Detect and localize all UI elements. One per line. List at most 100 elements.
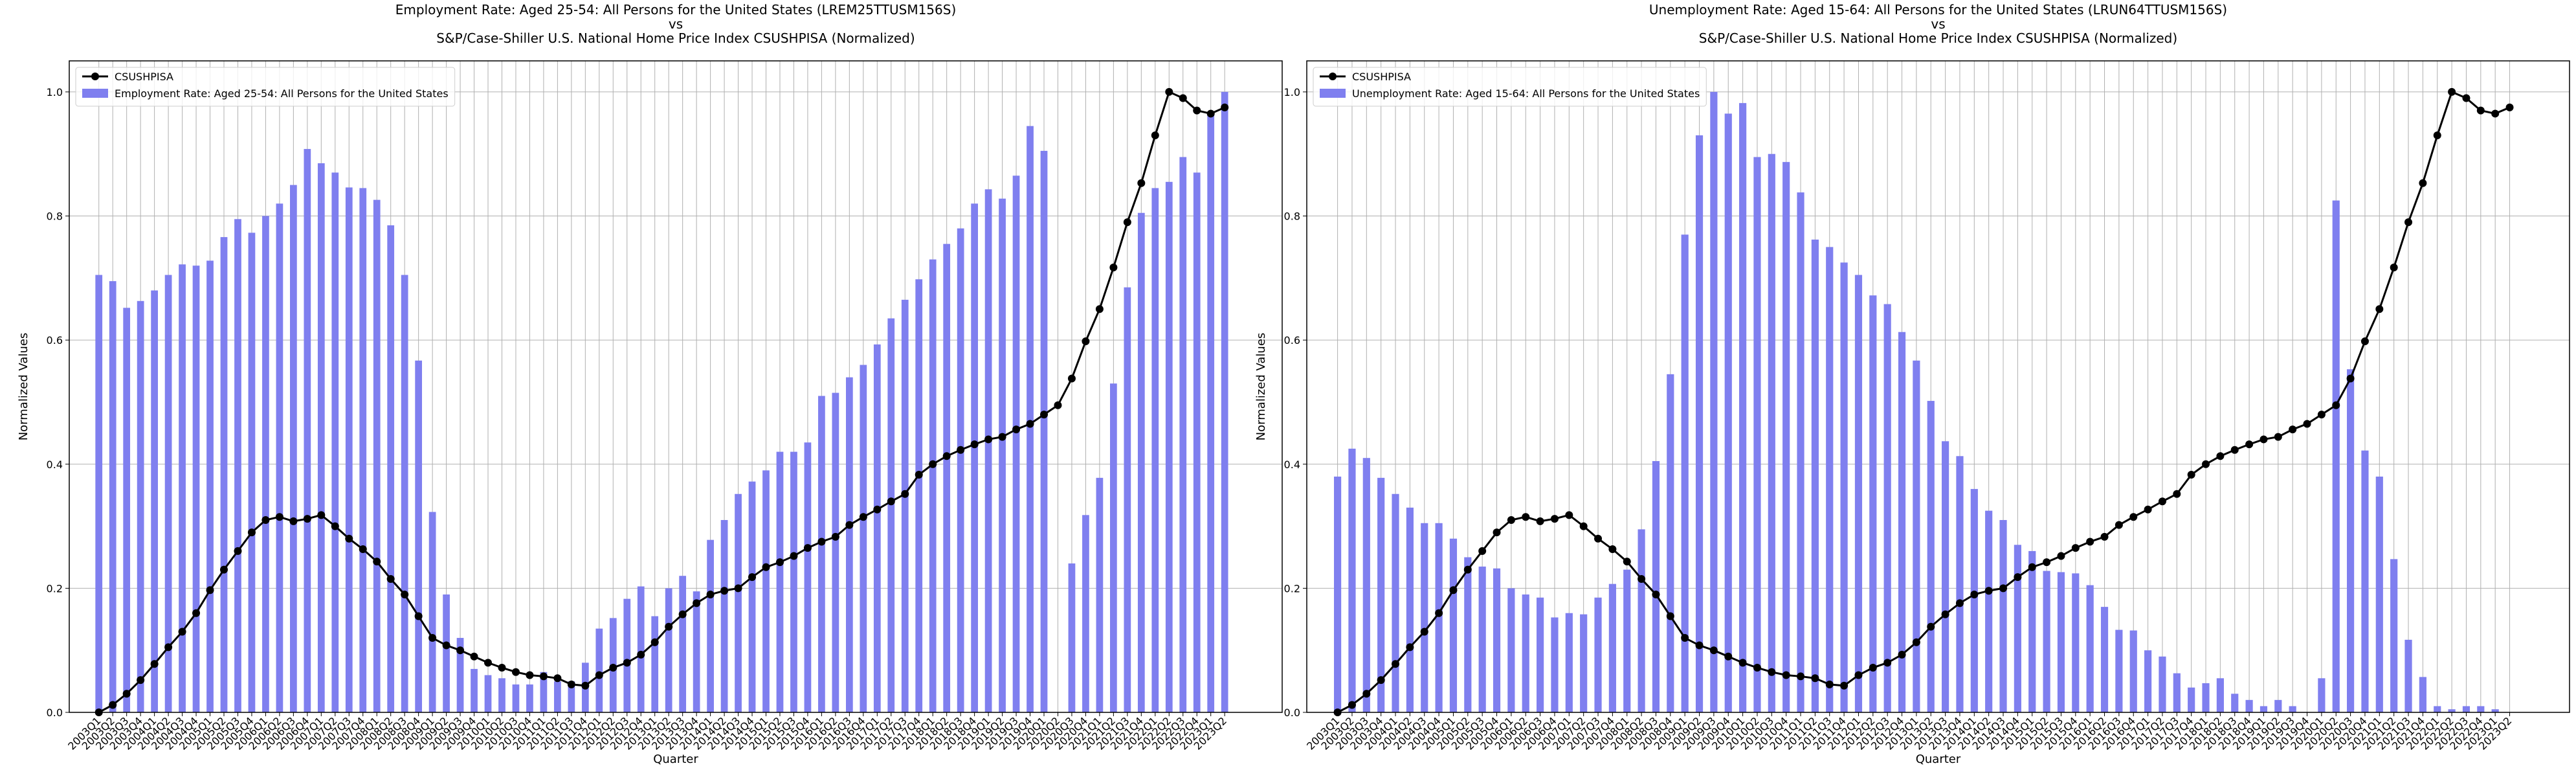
marker — [678, 610, 687, 618]
marker — [2043, 558, 2051, 567]
marker — [1536, 517, 1544, 525]
marker — [1109, 264, 1118, 272]
bar — [192, 266, 200, 713]
bar — [1551, 617, 1559, 712]
y-axis-label: Normalized Values — [17, 333, 30, 441]
marker — [2260, 435, 2268, 444]
marker — [289, 517, 298, 525]
marker — [1137, 179, 1146, 187]
marker — [1179, 94, 1187, 102]
marker — [2100, 532, 2109, 541]
bar — [845, 377, 853, 712]
marker — [1082, 337, 1090, 346]
bar — [1110, 383, 1117, 712]
y-tick-label: 0.2 — [47, 582, 63, 594]
bar — [484, 675, 492, 712]
marker — [2014, 573, 2022, 582]
bar — [1913, 360, 1920, 712]
bar — [2245, 699, 2253, 712]
marker — [2419, 179, 2427, 187]
bar — [401, 275, 408, 712]
marker — [275, 513, 283, 521]
bar — [1221, 91, 1228, 712]
bar — [1768, 153, 1775, 712]
marker — [1565, 511, 1573, 519]
bar — [498, 678, 505, 712]
y-tick-label: 0.6 — [47, 334, 63, 346]
marker — [247, 528, 256, 537]
bar — [1956, 456, 1964, 712]
marker — [2245, 440, 2254, 449]
bar — [1580, 614, 1588, 712]
marker — [2230, 446, 2239, 454]
bar — [804, 442, 812, 712]
y-axis-label: Normalized Values — [1254, 333, 1268, 441]
bar — [943, 243, 951, 713]
bar — [2086, 585, 2094, 712]
bar — [2404, 639, 2412, 712]
bar — [1667, 374, 1674, 712]
bar — [748, 481, 756, 712]
marker — [192, 609, 201, 617]
bar — [2144, 650, 2152, 712]
bar — [2375, 476, 2383, 712]
marker — [1941, 610, 1949, 618]
marker — [2144, 505, 2152, 514]
bar — [1082, 515, 1089, 712]
marker — [1738, 659, 1747, 667]
bar — [790, 451, 797, 712]
bar — [317, 163, 325, 713]
marker — [150, 660, 159, 668]
marker — [1095, 305, 1104, 313]
marker — [303, 515, 311, 523]
marker — [595, 671, 603, 679]
marker — [1507, 515, 1515, 524]
marker — [762, 563, 770, 571]
bar — [234, 219, 241, 712]
marker — [873, 505, 882, 514]
bar — [1883, 304, 1891, 712]
marker — [2086, 538, 2094, 546]
bar — [1695, 135, 1704, 712]
bar — [331, 172, 339, 712]
marker — [970, 440, 979, 449]
bar — [1040, 150, 1048, 712]
bar — [1478, 566, 1486, 712]
marker — [2491, 109, 2500, 118]
bar — [860, 365, 867, 712]
marker — [2505, 103, 2514, 111]
bar — [1537, 597, 1544, 712]
marker — [1840, 681, 1849, 690]
bar — [999, 198, 1006, 712]
bar — [1681, 234, 1689, 712]
marker — [1681, 634, 1689, 642]
marker — [1206, 109, 1215, 118]
bar — [707, 539, 714, 712]
marker — [1797, 672, 1805, 681]
bar — [415, 360, 423, 712]
bar — [2115, 629, 2123, 712]
bar — [554, 681, 561, 712]
marker — [942, 452, 951, 460]
marker — [831, 532, 839, 541]
marker — [109, 701, 117, 709]
bar — [1927, 401, 1935, 712]
chart-title: S&P/Case-Shiller U.S. National Home Pric… — [436, 30, 915, 46]
marker — [539, 672, 548, 681]
marker — [1927, 622, 1935, 631]
marker — [1435, 609, 1443, 617]
bar — [1522, 594, 1529, 712]
bar — [123, 308, 131, 712]
marker — [2360, 337, 2369, 346]
marker — [2173, 490, 2181, 498]
marker — [164, 643, 173, 651]
bar — [2434, 706, 2441, 712]
bar — [1165, 181, 1173, 712]
marker — [261, 515, 270, 524]
marker — [1012, 425, 1021, 434]
marker — [915, 471, 923, 479]
marker — [2216, 452, 2225, 460]
bar — [1999, 519, 2007, 712]
bar — [1179, 157, 1187, 712]
y-tick-label: 0.0 — [1284, 707, 1300, 719]
